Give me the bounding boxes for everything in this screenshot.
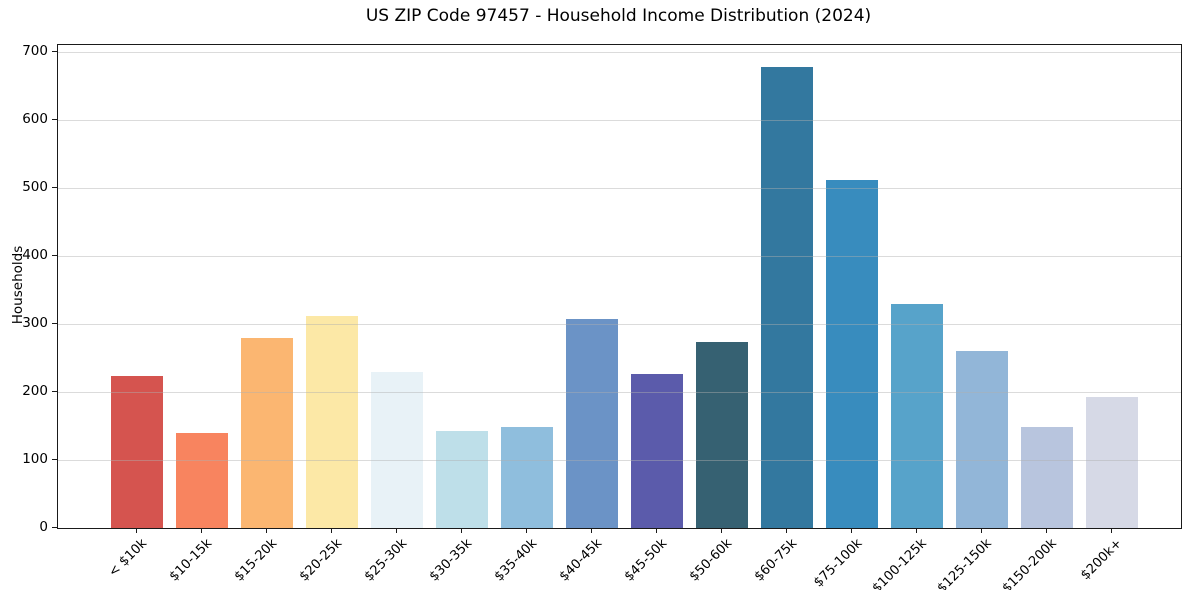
bar-$150-200k (1020, 427, 1073, 528)
x-tick-label: $150-200k (999, 536, 1061, 590)
bar-$25-30k (370, 371, 423, 528)
x-tick-label: $10-15k (166, 536, 216, 585)
plot-area (57, 44, 1182, 529)
x-tick-label: < $10k (106, 536, 151, 581)
y-tick-mark (52, 118, 57, 120)
y-tick-mark (52, 50, 57, 52)
bar-$75-100k (825, 179, 878, 528)
x-tick-mark (460, 528, 462, 533)
y-tick-label: 0 (39, 519, 48, 535)
bar-$15-20k (240, 338, 293, 528)
y-tick-label: 200 (22, 382, 48, 399)
bar-$50-60k (695, 342, 748, 528)
x-tick-mark (785, 528, 787, 533)
bar-$45-50k (630, 373, 683, 528)
x-tick-mark (395, 528, 397, 533)
x-tick-mark (980, 528, 982, 533)
x-tick-label: $15-20k (231, 536, 281, 585)
gridline-600 (58, 119, 1181, 121)
y-tick-label: 400 (22, 246, 48, 263)
bar-$30-35k (435, 430, 488, 528)
y-tick-label: 100 (22, 450, 48, 467)
bar-$35-40k (500, 426, 553, 528)
x-tick-label: $40-45k (556, 536, 606, 585)
gridline-500 (58, 187, 1181, 189)
y-tick-label: 700 (22, 42, 48, 59)
x-tick-mark (525, 528, 527, 533)
x-tick-label: $200k+ (1078, 536, 1126, 584)
x-tick-label: $45-50k (621, 536, 671, 585)
bar-$60-75k (760, 67, 813, 528)
x-tick-mark (135, 528, 137, 533)
y-tick-mark (52, 527, 57, 528)
x-tick-mark (265, 528, 267, 533)
x-tick-mark (915, 528, 917, 533)
x-tick-label: $35-40k (491, 536, 541, 585)
x-tick-label: $25-30k (361, 536, 411, 585)
x-tick-label: $75-100k (810, 536, 866, 590)
y-tick-label: 600 (22, 110, 48, 127)
gridline-100 (58, 459, 1181, 461)
chart-title: US ZIP Code 97457 - Household Income Dis… (365, 6, 872, 26)
bar-$20-25k (305, 316, 358, 528)
x-tick-mark (1045, 528, 1047, 533)
x-tick-mark (590, 528, 592, 533)
bar-$200k+ (1085, 397, 1138, 528)
bar-$10-15k (175, 433, 228, 528)
gridline-300 (58, 323, 1181, 325)
x-tick-label: $20-25k (296, 536, 346, 585)
gridline-700 (58, 51, 1181, 53)
x-tick-mark (330, 528, 332, 533)
y-tick-label: 300 (22, 314, 48, 331)
x-tick-mark (200, 528, 202, 533)
y-tick-label: 500 (22, 178, 48, 195)
bar-$100-125k (890, 303, 943, 528)
y-tick-mark (52, 322, 57, 324)
bar-< $10k (110, 376, 163, 528)
y-tick-mark (52, 458, 57, 460)
x-tick-mark (720, 528, 722, 533)
x-tick-label: $100-125k (869, 536, 931, 590)
x-tick-label: $30-35k (426, 536, 476, 585)
x-tick-label: $60-75k (751, 536, 801, 585)
x-tick-label: $125-150k (934, 536, 996, 590)
bar-$40-45k (565, 319, 618, 528)
x-tick-label: $50-60k (686, 536, 736, 585)
y-tick-mark (52, 186, 57, 188)
x-tick-mark (850, 528, 852, 533)
y-tick-mark (52, 390, 57, 392)
gridline-200 (58, 391, 1181, 393)
bar-$125-150k (955, 351, 1008, 528)
x-tick-mark (655, 528, 657, 533)
gridline-400 (58, 255, 1181, 257)
y-tick-mark (52, 254, 57, 256)
x-tick-mark (1110, 528, 1112, 533)
